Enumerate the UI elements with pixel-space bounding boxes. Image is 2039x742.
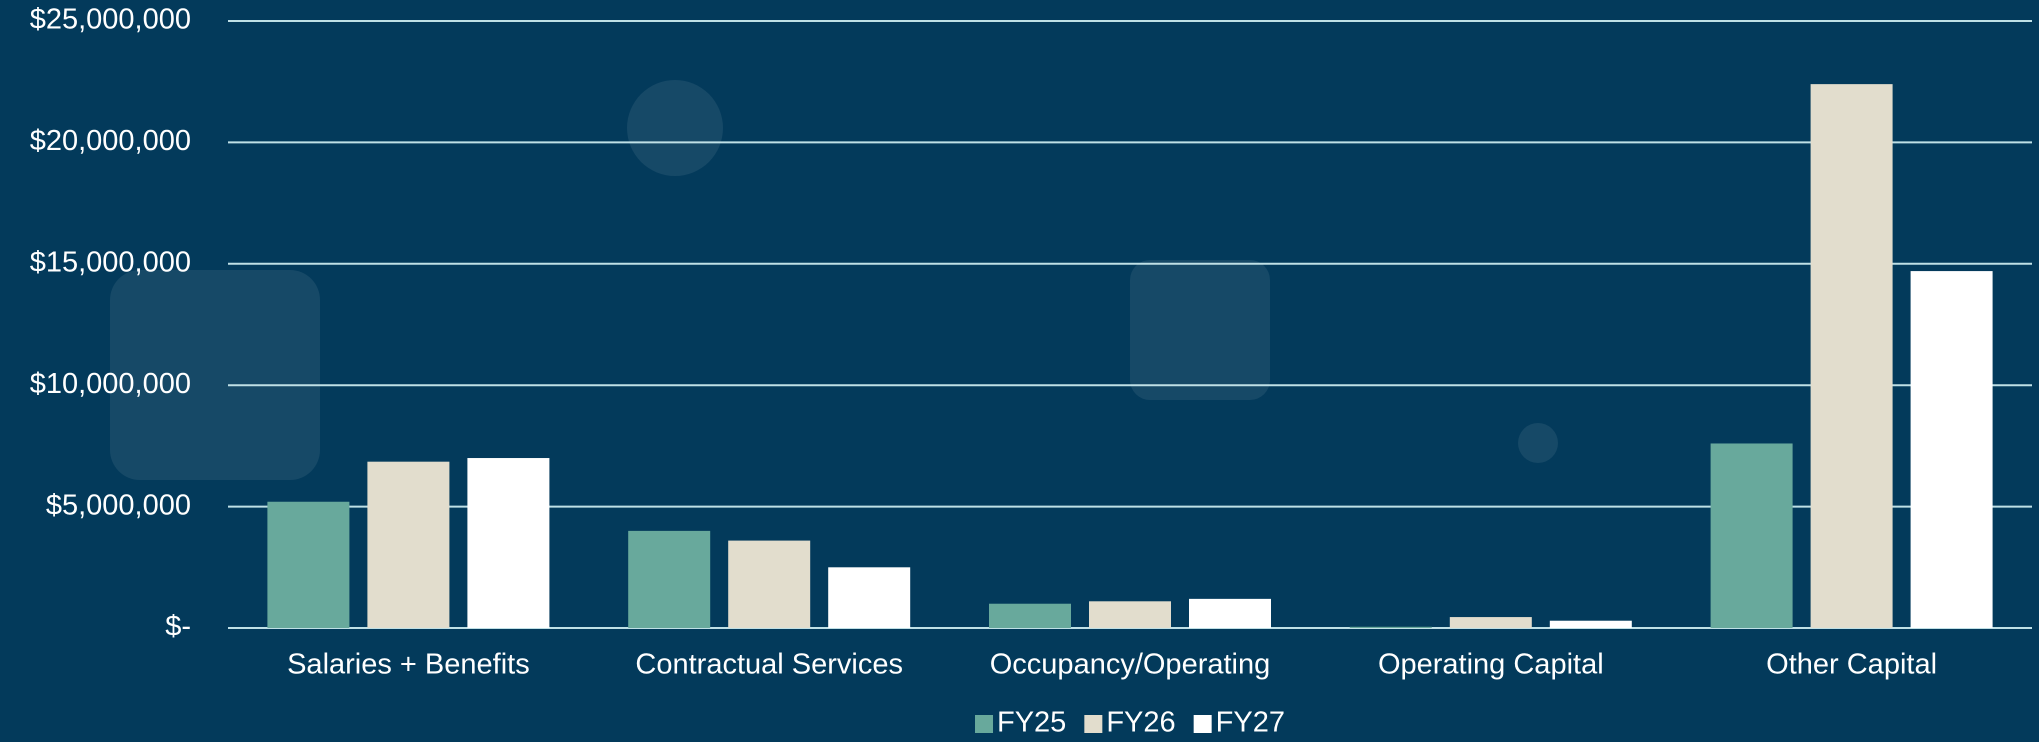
legend-label: FY27 [1216,707,1285,739]
legend-swatch [1194,715,1212,733]
x-tick-label: Other Capital [1766,649,1937,681]
bar [1711,443,1793,628]
y-tick-label: $25,000,000 [30,4,191,36]
legend-label: FY26 [1106,707,1175,739]
x-tick-label: Occupancy/Operating [990,649,1270,681]
bar [1450,617,1532,628]
bar [1550,621,1632,628]
y-tick-label: $10,000,000 [30,368,191,400]
legend-swatch [975,715,993,733]
bar [989,604,1071,628]
chart: $- $5,000,000 $10,000,000 $15,000,000 $20,00… [0,0,2039,742]
bar [1189,599,1271,628]
bar [828,567,910,628]
y-tick-label: $5,000,000 [46,489,191,521]
legend-swatch [1084,715,1102,733]
y-tick-label: $20,000,000 [30,125,191,157]
bar [1089,601,1171,628]
bar [367,462,449,628]
bar [1911,271,1993,628]
bar [267,502,349,628]
bar [628,531,710,628]
legend-label: FY25 [997,707,1066,739]
bar [728,541,810,628]
x-tick-label: Contractual Services [635,649,903,681]
y-tick-label: $- [165,611,191,643]
y-tick-label: $15,000,000 [30,246,191,278]
bar [467,458,549,628]
x-tick-label: Salaries + Benefits [287,649,530,681]
bar [1350,627,1432,628]
x-tick-label: Operating Capital [1378,649,1604,681]
bar [1811,84,1893,628]
